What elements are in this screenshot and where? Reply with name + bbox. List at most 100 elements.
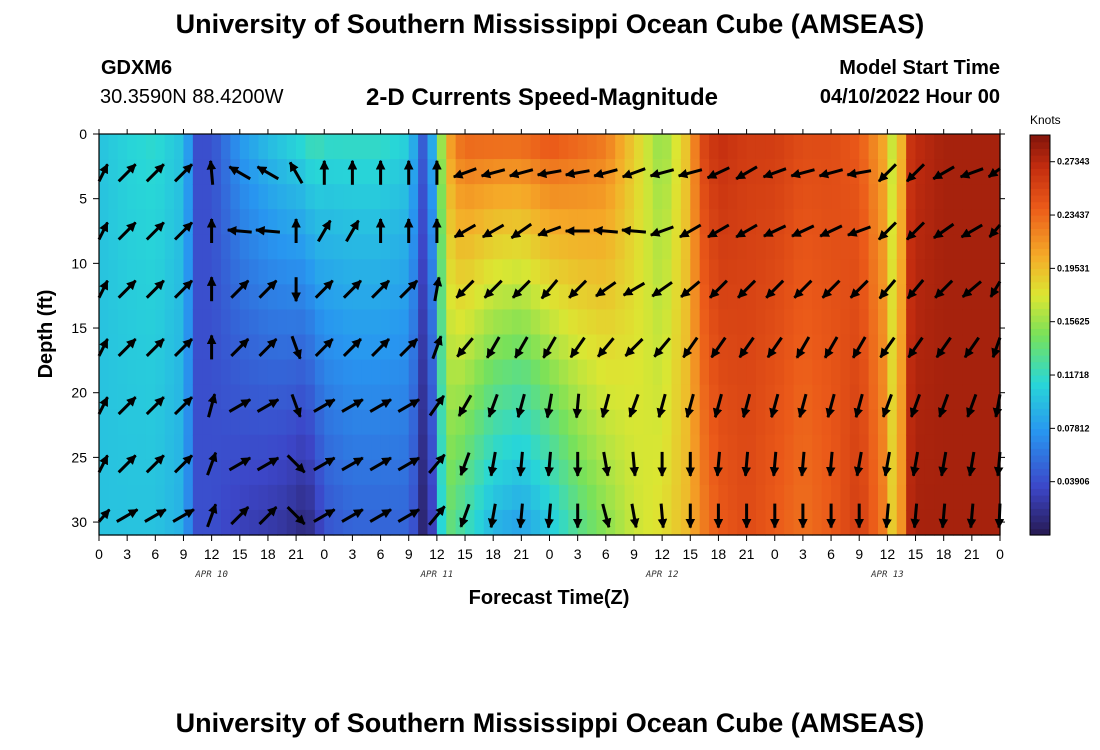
heatmap-cell [399,434,410,461]
heatmap-cell [389,509,400,536]
heatmap-cell [286,434,297,461]
heatmap-cell [699,484,710,511]
heatmap-cell [389,309,400,336]
heatmap-cell [164,384,175,411]
heatmap-cell [774,334,785,361]
heatmap-cell [436,184,447,210]
heatmap-cell [164,309,175,336]
heatmap-cell [568,309,579,336]
heatmap-cell [737,384,748,411]
heatmap-cell [671,159,682,185]
heatmap-cell [802,334,813,361]
heatmap-cell [774,384,785,411]
heatmap-cell [108,334,119,361]
heatmap-cell [183,509,194,536]
current-vector [313,508,336,523]
colorbar-segment [1030,455,1050,463]
heatmap-cell [314,184,325,210]
heatmap-cell [399,359,410,386]
heatmap-cell [802,134,813,160]
heatmap-cell [915,384,926,411]
heatmap-cell [192,459,203,486]
heatmap-cell [690,184,701,210]
heatmap-cell [915,409,926,436]
heatmap-cell [267,459,278,486]
heatmap-cell [849,209,860,235]
heatmap-cell [521,334,532,361]
heatmap-cell [709,134,720,160]
heatmap-cell [221,409,231,436]
heatmap-cell [859,259,870,285]
heatmap-cell [277,259,288,285]
heatmap-cell [380,509,391,536]
heatmap-cell [258,459,269,486]
heatmap-cell [127,509,138,536]
heatmap-cell [399,234,410,260]
heatmap-cell [305,484,316,511]
heatmap-cell [849,359,860,386]
heatmap-cell [774,509,785,536]
heatmap-cell [831,409,842,436]
heatmap-cell [483,334,494,361]
heatmap-cell [774,284,785,311]
heatmap-cell [389,334,400,361]
heatmap-cell [896,484,907,511]
heatmap-cell [624,409,635,436]
current-vector [572,393,583,419]
heatmap-cell [333,334,344,361]
heatmap-cell [221,359,231,386]
heatmap-cell [371,409,382,436]
heatmap-cell [502,334,513,361]
heatmap-cell [652,359,663,386]
colorbar-segment [1030,228,1050,236]
heatmap-cell [324,459,335,486]
current-vector [938,451,948,477]
heatmap-cell [605,334,616,361]
heatmap-cell [605,359,616,386]
heatmap-cell [483,384,494,411]
heatmap-cell [511,409,522,436]
heatmap-cell [615,484,626,511]
heatmap-cell [465,459,476,486]
x-tick-label: 21 [964,546,980,562]
heatmap-cell [877,409,888,436]
heatmap-cell [962,209,973,235]
heatmap-cell [887,334,898,361]
heatmap-cell [408,359,419,386]
heatmap-cell [699,259,710,285]
current-vector [649,225,674,237]
heatmap-cell [549,459,560,486]
heatmap-cell [812,134,823,160]
heatmap-cell [549,384,560,411]
heatmap-cell [155,409,166,436]
heatmap-cell [784,209,795,235]
colorbar-segment [1030,435,1050,443]
heatmap-cell [793,409,804,436]
heatmap-cell [887,184,898,210]
heatmap-cell [145,509,156,536]
current-vector [849,279,869,299]
heatmap-cell [352,134,363,160]
heatmap-cell [868,234,879,260]
heatmap-cell [436,284,447,311]
current-vector [763,224,787,238]
current-vector [741,451,752,477]
heatmap-cell [727,334,738,361]
heatmap-cell [906,409,917,436]
heatmap-cell [849,184,860,210]
heatmap-cell [474,509,485,536]
heatmap-cell [202,309,213,336]
heatmap-cell [530,434,541,461]
heatmap-cell [690,134,701,160]
heatmap-cell [840,384,851,411]
page-title: University of Southern Mississippi Ocean… [175,9,925,39]
heatmap-cell [709,434,720,461]
heatmap-cell [202,184,213,210]
heatmap-cell [990,209,1001,235]
heatmap-cell [465,359,476,386]
heatmap-cell [971,234,982,260]
current-vector [988,224,1002,238]
heatmap-cell [446,484,457,511]
heatmap-cell [943,284,954,311]
heatmap-cell [840,259,851,285]
